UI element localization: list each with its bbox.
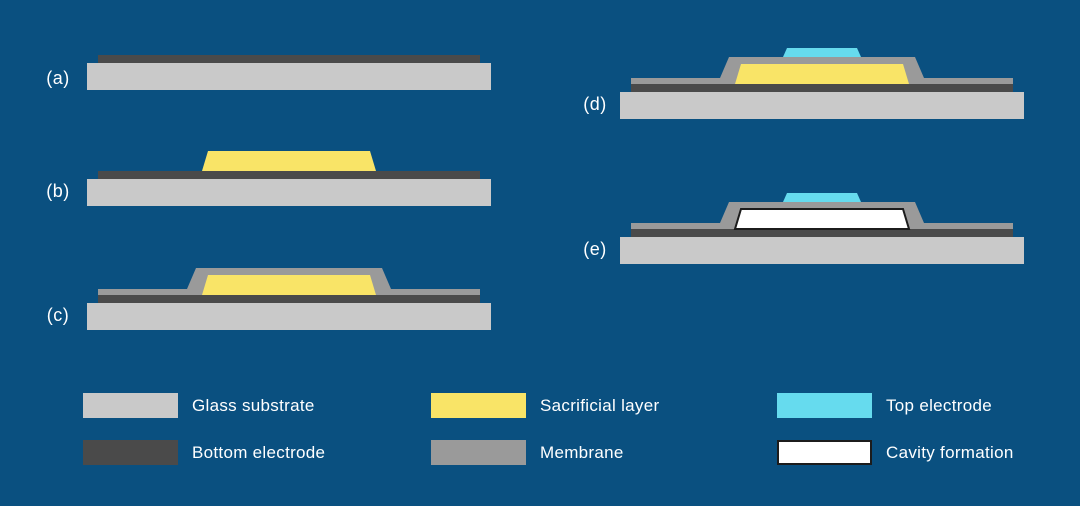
cavity-layer [733,208,911,230]
legend-swatch-glass-substrate [83,393,178,418]
legend-swatch-sacrificial-layer [431,393,526,418]
panel-label-e: (e) [583,239,607,259]
panel-label-b: (b) [46,181,70,201]
legend-label-glass-substrate: Glass substrate [192,396,315,415]
bottom-electrode-layer [98,171,480,179]
panel-c [87,253,491,330]
panel-b [87,129,491,206]
glass-substrate-layer [87,179,491,206]
panel-d-drawing [620,48,1024,119]
legend-label-membrane: Membrane [540,443,624,462]
legend-label-sacrificial-layer: Sacrificial layer [540,396,660,415]
legend-swatch-bottom-electrode [83,440,178,465]
top-electrode-layer [783,193,861,202]
glass-substrate-layer [620,237,1024,264]
legend-swatch-membrane [431,440,526,465]
bottom-electrode-layer [98,295,480,303]
panel-label-a: (a) [46,68,70,88]
bottom-electrode-layer [631,84,1013,92]
panel-label-c: (c) [46,305,70,325]
panel-d [620,42,1024,119]
bottom-electrode-layer [98,55,480,63]
glass-substrate-layer [87,303,491,330]
sacrificial-layer [202,275,376,295]
sacrificial-layer [735,64,909,84]
legend-swatch-top-electrode [777,393,872,418]
legend-label-cavity-formation: Cavity formation [886,443,1014,462]
legend-label-top-electrode: Top electrode [886,396,992,415]
panel-c-drawing [87,268,491,330]
top-electrode-layer [783,48,861,57]
panel-b-drawing [87,151,491,206]
panel-e-drawing [620,193,1024,264]
legend-label-bottom-electrode: Bottom electrode [192,443,326,462]
panel-a [87,13,491,90]
legend-swatch-cavity-formation [777,440,872,465]
glass-substrate-layer [620,92,1024,119]
panel-e [620,187,1024,264]
panel-a-drawing [87,55,491,90]
sacrificial-layer [202,151,376,171]
bottom-electrode-layer [631,229,1013,237]
panel-label-d: (d) [583,94,607,114]
glass-substrate-layer [87,63,491,90]
